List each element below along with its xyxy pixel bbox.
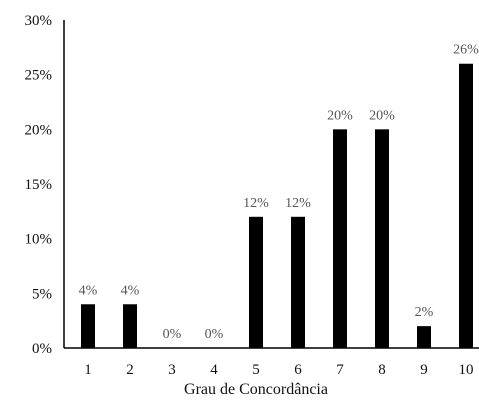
bar bbox=[249, 216, 263, 348]
data-label: 26% bbox=[453, 43, 479, 58]
data-label: 0% bbox=[205, 327, 224, 342]
bar bbox=[291, 216, 305, 348]
data-label: 12% bbox=[285, 196, 311, 211]
y-tick-label: 15% bbox=[25, 177, 53, 193]
bars bbox=[81, 63, 473, 348]
x-tick-label: 5 bbox=[252, 362, 260, 378]
x-tick-label: 4 bbox=[210, 362, 218, 378]
x-tick-label: 8 bbox=[378, 362, 386, 378]
x-tick-label: 9 bbox=[420, 362, 428, 378]
x-tick-label: 1 bbox=[84, 362, 92, 378]
x-tick-label: 2 bbox=[126, 362, 134, 378]
data-label: 20% bbox=[327, 108, 353, 123]
y-tick-label: 20% bbox=[25, 122, 53, 138]
bar bbox=[81, 304, 95, 348]
bar bbox=[123, 304, 137, 348]
y-tick-label: 0% bbox=[32, 341, 52, 357]
y-tick-label: 5% bbox=[32, 286, 52, 302]
x-tick-labels: 1 2 3 4 5 6 7 8 9 10 bbox=[84, 362, 473, 378]
data-label: 4% bbox=[121, 283, 140, 298]
data-label: 4% bbox=[79, 283, 98, 298]
data-label: 20% bbox=[369, 108, 395, 123]
data-label: 2% bbox=[415, 305, 434, 320]
bar bbox=[375, 129, 389, 348]
x-tick-label: 6 bbox=[294, 362, 302, 378]
bar bbox=[417, 326, 431, 348]
data-label: 0% bbox=[163, 327, 182, 342]
x-axis-title: Grau de Concordância bbox=[184, 381, 328, 398]
x-tick-label: 7 bbox=[336, 362, 344, 378]
axes bbox=[63, 20, 479, 349]
x-tick-label: 3 bbox=[168, 362, 176, 378]
bar bbox=[333, 129, 347, 348]
data-labels: 4% 4% 0% 0% 12% 12% 20% 20% 2% 26% bbox=[79, 43, 479, 342]
y-tick-label: 10% bbox=[25, 232, 53, 248]
bar bbox=[459, 63, 473, 348]
y-tick-label: 25% bbox=[25, 68, 53, 84]
y-tick-label: 30% bbox=[25, 13, 53, 29]
data-label: 12% bbox=[243, 196, 269, 211]
x-tick-label: 10 bbox=[459, 362, 474, 378]
y-tick-labels: 0% 5% 10% 15% 20% 25% 30% bbox=[25, 13, 53, 357]
